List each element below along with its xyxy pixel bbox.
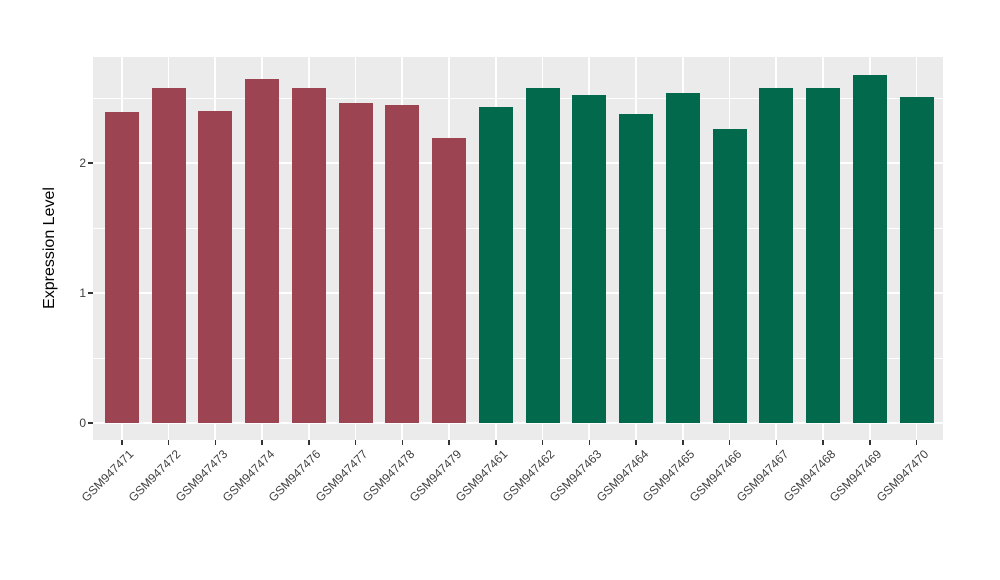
bar-GSM947468 xyxy=(806,87,840,423)
gridline-major xyxy=(93,292,943,294)
gridline-major xyxy=(93,162,943,164)
bar-GSM947478 xyxy=(385,104,420,423)
x-tick-mark xyxy=(308,440,310,445)
bar-GSM947467 xyxy=(759,87,794,423)
bar-GSM947477 xyxy=(338,103,373,423)
x-tick-mark xyxy=(728,440,731,445)
bar-GSM947472 xyxy=(151,87,186,423)
bar-GSM947479 xyxy=(432,138,466,423)
y-tick-mark xyxy=(88,162,93,164)
y-tick-label: 2 xyxy=(79,156,86,170)
y-tick-mark xyxy=(88,422,93,424)
plot-panel xyxy=(93,57,943,440)
x-tick-mark xyxy=(495,440,497,445)
bar-GSM947476 xyxy=(291,87,326,423)
bar-GSM947470 xyxy=(899,96,934,423)
y-tick-label: 1 xyxy=(79,286,86,300)
gridline-minor xyxy=(93,357,943,359)
x-tick-mark xyxy=(448,440,450,445)
bar-GSM947469 xyxy=(852,74,887,423)
bar-GSM947462 xyxy=(525,87,560,423)
bar-GSM947473 xyxy=(198,111,233,423)
x-tick-mark xyxy=(682,440,684,445)
x-tick-mark xyxy=(401,440,403,445)
x-tick-mark xyxy=(822,440,824,445)
x-tick-mark xyxy=(261,440,263,445)
bar-GSM947464 xyxy=(619,113,653,423)
y-tick-label: 0 xyxy=(79,416,86,430)
bar-GSM947465 xyxy=(665,92,700,423)
gridline-major xyxy=(93,422,943,424)
bar-GSM947463 xyxy=(572,95,607,423)
gridline-minor xyxy=(93,97,943,99)
x-tick-mark xyxy=(915,440,918,445)
x-tick-mark xyxy=(588,440,590,445)
bar-GSM947466 xyxy=(712,129,747,423)
bar-GSM947471 xyxy=(104,112,139,423)
x-tick-mark xyxy=(775,440,777,445)
bar-GSM947461 xyxy=(478,107,513,423)
y-tick-mark xyxy=(88,292,93,294)
gridline-minor xyxy=(93,227,943,229)
x-tick-mark xyxy=(635,440,637,445)
x-tick-mark xyxy=(541,440,544,445)
x-tick-mark xyxy=(869,440,871,445)
x-tick-mark xyxy=(354,440,357,445)
bar-GSM947474 xyxy=(245,78,279,423)
x-tick-mark xyxy=(167,440,170,445)
x-tick-mark xyxy=(121,440,123,445)
x-tick-mark xyxy=(214,440,216,445)
